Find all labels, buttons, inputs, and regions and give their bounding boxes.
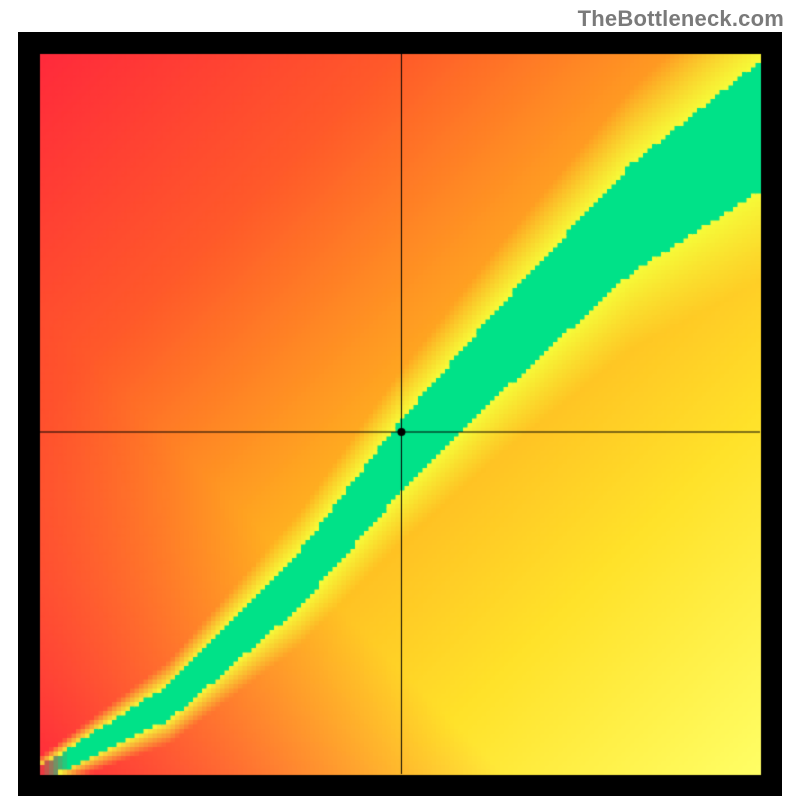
chart-container: TheBottleneck.com [0, 0, 800, 800]
attribution-text: TheBottleneck.com [578, 6, 784, 32]
bottleneck-heatmap [18, 32, 782, 796]
